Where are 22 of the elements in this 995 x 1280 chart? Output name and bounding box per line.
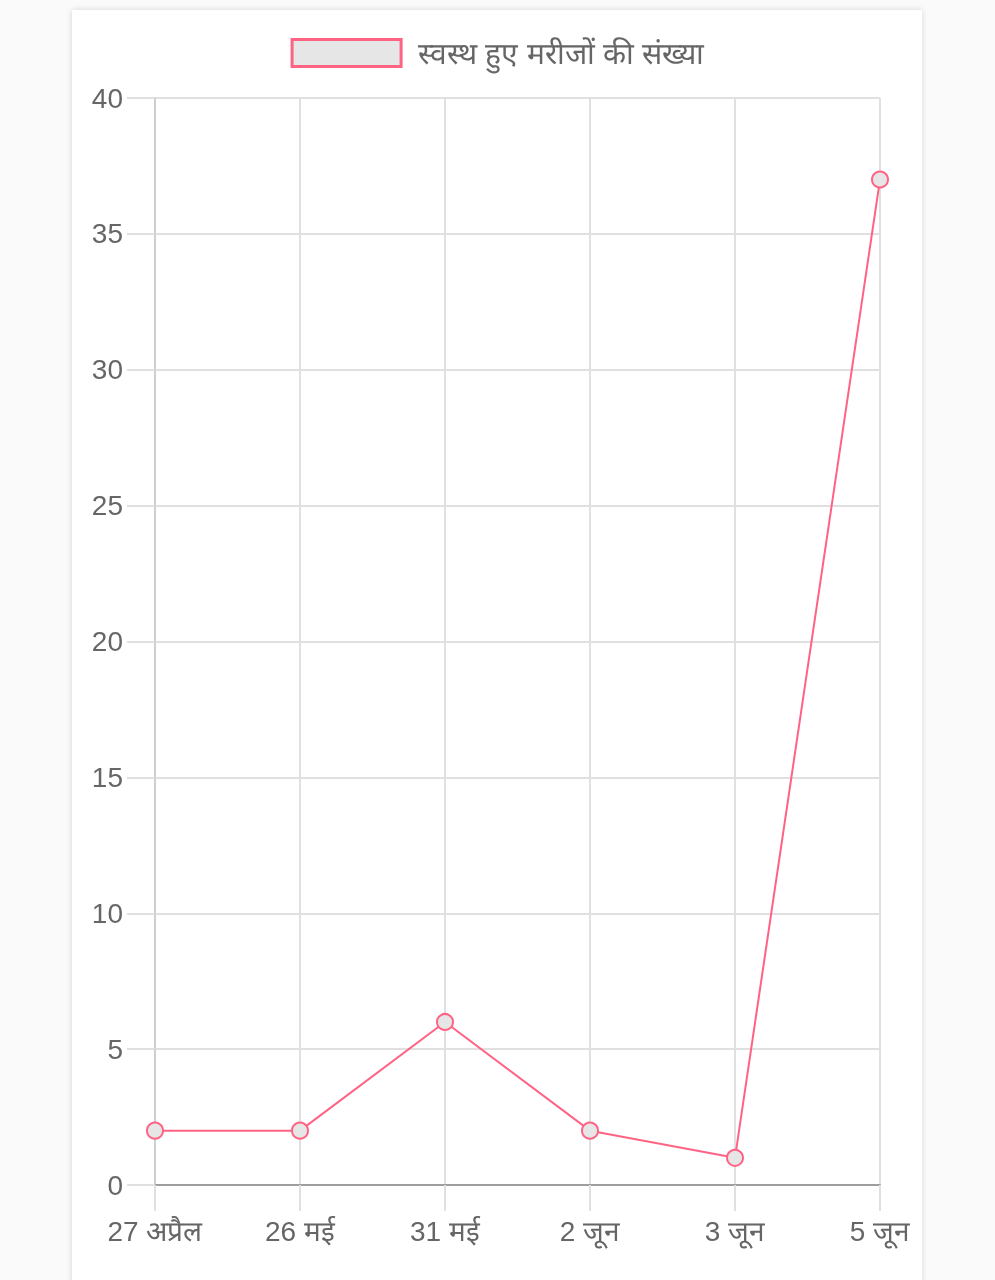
point [871, 170, 889, 189]
point [726, 1148, 744, 1167]
y-tick-label: 25 [91, 490, 123, 522]
y-tick-label: 40 [91, 82, 123, 114]
x-tick-label: 5 जून [849, 1215, 911, 1249]
point [436, 1012, 454, 1031]
y-tick-label: 5 [107, 1033, 123, 1065]
y-tick-label: 20 [91, 626, 123, 657]
y-tick-label: 35 [91, 218, 123, 250]
x-tick-label: 26 मई [265, 1214, 336, 1247]
legend-label: स्वस्थ हुए मरीजों की संख्या [418, 36, 706, 74]
y-tick-label: 30 [91, 354, 123, 386]
x-tick-label: 3 जून [704, 1215, 766, 1249]
x-tick-label: 2 जून [559, 1215, 621, 1249]
x-tick-label: 27 अप्रैल [107, 1214, 204, 1247]
y-tick-label: 0 [107, 1169, 123, 1201]
point [581, 1121, 599, 1140]
y-tick-label: 10 [91, 897, 123, 929]
x-tick-label: 31 मई [410, 1214, 481, 1247]
point [146, 1121, 164, 1140]
y-tick-label: 15 [91, 761, 123, 793]
point [291, 1121, 309, 1140]
